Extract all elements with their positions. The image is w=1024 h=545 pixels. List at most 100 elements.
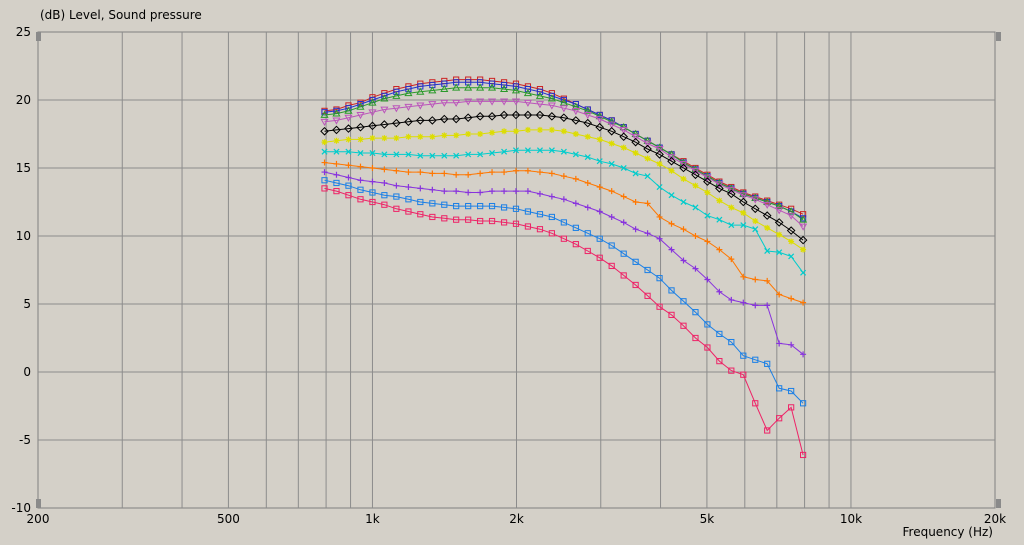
data-point: [393, 205, 400, 212]
data-point: [739, 197, 748, 207]
x-tick-label: 1k: [365, 512, 380, 526]
data-point: [739, 192, 748, 200]
data-point: [728, 222, 735, 229]
data-point: [800, 269, 807, 276]
data-point: [429, 170, 436, 177]
data-point: [380, 120, 389, 129]
data-point: [691, 167, 700, 175]
range-handle-top-left[interactable]: [36, 32, 41, 41]
data-point: [512, 220, 520, 227]
data-point: [644, 155, 651, 162]
data-point: [393, 135, 400, 142]
data-point: [453, 188, 460, 195]
data-point: [787, 212, 796, 220]
data-point: [548, 147, 555, 154]
data-point: [752, 356, 759, 363]
data-point: [524, 147, 531, 154]
data-point: [333, 148, 340, 155]
data-point: [728, 204, 735, 211]
data-point: [453, 132, 460, 139]
data-point: [357, 163, 364, 170]
series-7: [321, 147, 807, 276]
y-tick-label: -5: [19, 433, 31, 447]
data-point: [465, 189, 472, 196]
data-point: [680, 298, 687, 305]
data-point: [644, 292, 651, 299]
data-point: [668, 220, 675, 227]
data-point: [775, 207, 784, 215]
data-point: [511, 98, 521, 106]
data-point: [429, 133, 436, 140]
y-tick-label: 10: [16, 229, 31, 243]
data-point: [489, 150, 496, 157]
x-axis-label: Frequency (Hz): [903, 525, 994, 539]
data-point: [548, 170, 555, 177]
data-point: [500, 204, 508, 211]
data-point: [572, 241, 579, 248]
data-point: [548, 193, 555, 200]
x-tick-label: 2k: [509, 512, 524, 526]
data-point: [344, 106, 353, 114]
x-tick-label: 200: [27, 512, 50, 526]
data-point: [704, 276, 711, 283]
data-point: [584, 230, 591, 237]
data-point: [704, 238, 711, 245]
data-point: [392, 91, 401, 99]
range-handle-bottom-right[interactable]: [996, 499, 1001, 508]
data-point: [775, 201, 784, 209]
data-point: [465, 151, 472, 158]
data-point: [465, 216, 472, 223]
data-point: [548, 126, 555, 133]
data-point: [416, 87, 425, 95]
data-point: [321, 148, 328, 155]
data-point: [524, 188, 531, 195]
data-point: [405, 184, 412, 191]
data-point: [524, 86, 532, 93]
data-point: [716, 246, 723, 253]
data-point: [583, 112, 592, 120]
series-line: [324, 179, 804, 404]
data-point: [464, 83, 473, 91]
data-point: [404, 117, 413, 127]
data-point: [524, 223, 532, 230]
data-point: [799, 400, 807, 407]
data-point: [559, 113, 569, 122]
data-point: [692, 204, 699, 211]
data-point: [620, 272, 627, 279]
data-point: [381, 201, 388, 208]
data-point: [799, 451, 807, 459]
data-point: [655, 150, 664, 159]
data-point: [764, 277, 771, 284]
data-point: [596, 136, 603, 143]
range-handle-bottom-left[interactable]: [36, 499, 41, 508]
data-point: [535, 91, 545, 99]
data-point: [572, 131, 579, 137]
data-point: [381, 151, 388, 158]
data-point: [429, 213, 436, 221]
data-point: [776, 340, 783, 347]
data-point: [536, 169, 543, 176]
data-point: [560, 219, 567, 226]
data-point: [417, 198, 424, 206]
data-point: [368, 98, 377, 106]
data-point: [608, 160, 615, 167]
data-point: [333, 179, 340, 187]
data-point: [332, 109, 341, 117]
data-point: [656, 184, 663, 191]
range-handle-top-right[interactable]: [996, 32, 1001, 41]
data-point: [487, 98, 497, 106]
data-point: [405, 151, 412, 158]
data-point: [417, 133, 424, 140]
data-point: [572, 224, 579, 231]
data-point: [656, 235, 663, 242]
data-point: [429, 186, 436, 193]
data-point: [776, 415, 783, 422]
data-point: [740, 209, 747, 216]
data-point: [320, 126, 329, 136]
data-point: [368, 109, 377, 117]
data-point: [679, 161, 688, 169]
data-point: [571, 107, 580, 116]
data-point: [417, 185, 424, 192]
data-point: [752, 276, 759, 283]
